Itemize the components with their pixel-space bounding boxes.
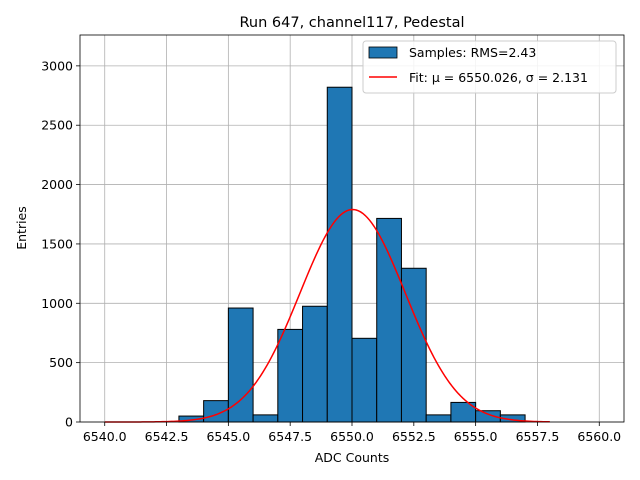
x-tick-label: 6540.0 [83,429,127,444]
legend-label-samples: Samples: RMS=2.43 [409,45,536,60]
legend-swatch-samples [368,46,398,59]
y-tick-label: 1500 [41,236,73,251]
x-axis-label: ADC Counts [315,450,390,465]
histogram-bar [351,337,378,423]
y-axis-label: Entries [14,206,29,250]
x-tick-label: 6560.0 [577,429,621,444]
y-tick-label: 500 [49,355,73,370]
histogram-bar [227,307,254,423]
y-tick-label: 2000 [41,177,73,192]
gaussian-fit-curve [104,208,550,423]
chart-title: Run 647, channel117, Pedestal [239,15,464,31]
x-tick-label: 6542.5 [145,429,189,444]
histogram-bar [252,414,279,423]
x-tick-label: 6547.5 [268,429,312,444]
x-tick-label: 6557.5 [516,429,560,444]
y-axis-ticks: 0 500 1000 1500 2000 2500 3000 [41,58,80,430]
x-axis-ticks: 6540.0 6542.5 6545.0 6547.5 6550.0 6552.5 6555… [83,422,621,444]
histogram-bar [326,86,353,423]
legend: Samples: RMS=2.43 Fit: μ = 6550.026, σ =… [362,40,617,94]
legend-box [362,40,617,94]
histogram-bar [425,414,452,423]
x-tick-label: 6545.0 [206,429,250,444]
y-tick-label: 0 [65,415,73,430]
legend-label-fit: Fit: μ = 6550.026, σ = 2.131 [409,70,588,85]
histogram-bars [178,86,526,423]
y-tick-label: 3000 [41,58,73,73]
y-tick-label: 1000 [41,296,73,311]
x-tick-label: 6552.5 [392,429,436,444]
histogram-bar [277,328,304,423]
histogram-bar [302,305,328,423]
y-tick-label: 2500 [41,118,73,133]
histogram-bar [376,217,402,423]
x-tick-label: 6550.0 [330,429,374,444]
x-tick-label: 6555.0 [454,429,498,444]
